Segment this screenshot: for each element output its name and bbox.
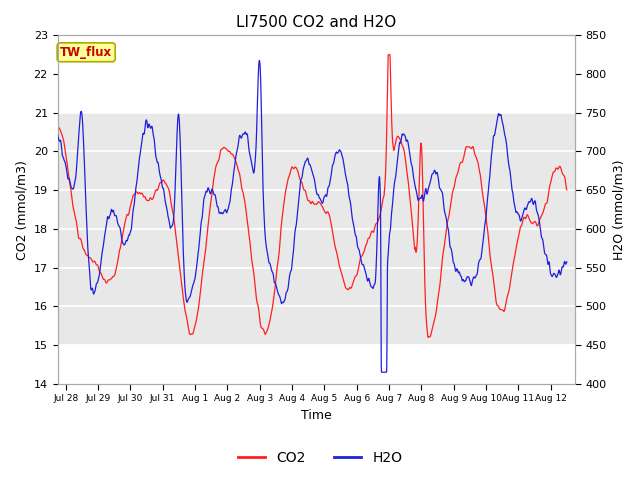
Text: TW_flux: TW_flux bbox=[60, 46, 112, 59]
Legend: CO2, H2O: CO2, H2O bbox=[232, 445, 408, 471]
X-axis label: Time: Time bbox=[301, 409, 332, 422]
Bar bbox=[58, 113, 575, 345]
Y-axis label: H2O (mmol/m3): H2O (mmol/m3) bbox=[612, 159, 625, 260]
Y-axis label: CO2 (mmol/m3): CO2 (mmol/m3) bbox=[15, 160, 28, 260]
Title: LI7500 CO2 and H2O: LI7500 CO2 and H2O bbox=[236, 15, 396, 30]
